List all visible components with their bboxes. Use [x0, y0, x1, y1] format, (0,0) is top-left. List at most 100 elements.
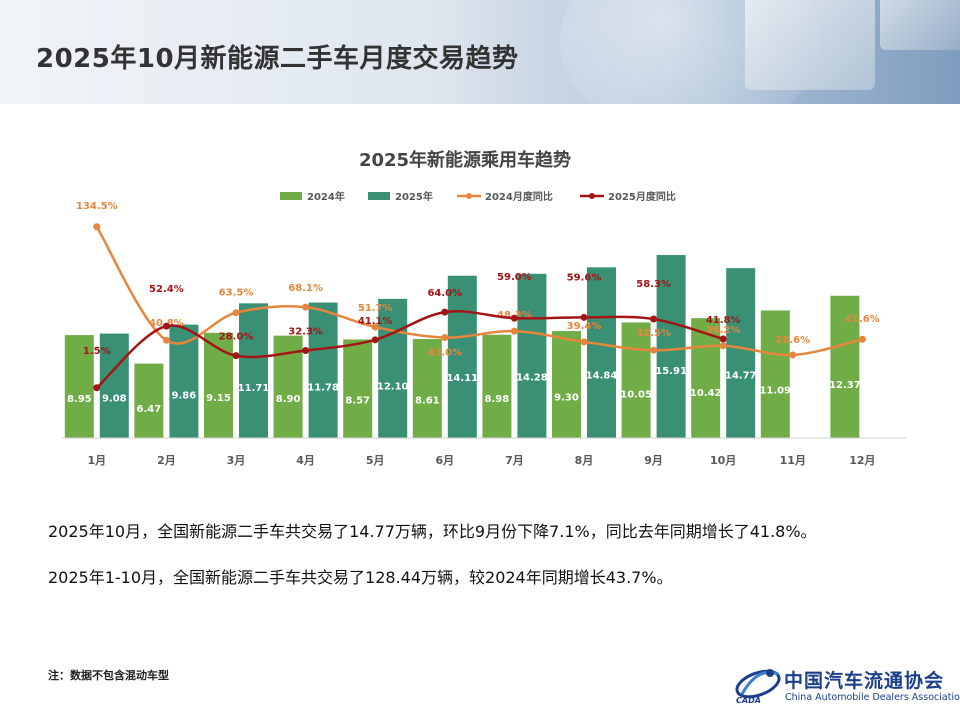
x-tick-label: 5月 [366, 454, 385, 467]
footnote: 注：数据不包含混动车型 [48, 669, 169, 682]
point-2024月度同比 [510, 327, 518, 335]
pct-label: 59.6% [567, 272, 602, 283]
point-2025月度同比 [510, 314, 518, 322]
yoy-lines: 134.5%40.8%63.5%68.1%51.7%43.0%48.3%39.4… [76, 201, 880, 392]
bar-value-label: 11.78 [307, 383, 339, 394]
x-tick-label: 9月 [644, 454, 663, 467]
x-tick-label: 4月 [296, 454, 315, 467]
legend-label: 2024年 [307, 190, 345, 203]
bar-2024年-9月 [621, 322, 651, 438]
point-2025月度同比 [580, 313, 588, 321]
pct-label: 28.6% [775, 335, 810, 346]
pct-label: 32.5% [636, 328, 671, 339]
legend-swatch [368, 192, 390, 200]
bar-value-label: 8.61 [415, 395, 440, 406]
bar-2024年-1月 [64, 335, 94, 438]
line-2025月度同比 [95, 310, 724, 389]
summary-line-2: 2025年1-10月，全国新能源二手车共交易了128.44万辆，较2024年同期… [48, 568, 673, 587]
pct-label: 58.3% [636, 279, 671, 290]
bar-2024年-6月 [412, 338, 442, 438]
x-axis-tick-labels: 1月 2月 3月 4月 5月 6月 7月 8月 9月 10月 11月 12月 [87, 454, 875, 467]
pct-label: 32.3% [288, 326, 323, 337]
legend-label: 2025年 [395, 190, 433, 203]
x-tick-label: 3月 [227, 454, 246, 467]
pct-label: 28.0% [219, 332, 254, 343]
cada-emblem-icon [735, 669, 781, 699]
bar-2025年-5月 [378, 298, 408, 438]
bar-2024年-11月 [760, 310, 790, 438]
bar-value-label: 14.28 [516, 373, 548, 384]
bar-value-label: 9.30 [554, 393, 579, 404]
bar-2025年-3月 [239, 303, 268, 438]
pct-label: 68.1% [288, 283, 323, 294]
bar-2024年-7月 [482, 334, 512, 438]
chart-area: 2025年新能源乘用车趋势 2024年 2025年 2024月度同比 2025月度同比… [62, 149, 906, 467]
legend-label: 2024月度同比 [485, 190, 553, 203]
pct-label: 39.4% [567, 321, 602, 332]
point-2024月度同比 [93, 223, 101, 231]
point-2025月度同比 [371, 336, 379, 344]
point-2024月度同比 [789, 351, 797, 359]
header-banner: 2025年10月新能源二手车月度交易趋势 [0, 0, 960, 104]
x-tick-label: 11月 [780, 454, 806, 467]
x-tick-label: 10月 [710, 454, 736, 467]
bar-2025年-8月 [587, 267, 616, 438]
pct-label: 41.1% [358, 316, 393, 327]
bar-2025年-4月 [308, 302, 338, 438]
cada-logo: CADA 中国汽车流通协会 China Automobile Dealers A… [732, 662, 960, 710]
legend-label: 2025月度同比 [608, 190, 676, 203]
x-tick-label: 1月 [87, 454, 106, 467]
logo-name: 中国汽车流通协会 [784, 670, 945, 692]
bar-value-label: 14.84 [586, 370, 618, 381]
pct-label: 41.6% [845, 314, 880, 325]
pct-label: 43.0% [427, 348, 462, 359]
bar-value-label: 10.05 [620, 390, 652, 401]
bar-2025年-1月 [99, 333, 129, 438]
pct-label: 64.0% [427, 288, 462, 299]
bar-value-label: 9.15 [206, 393, 231, 404]
bar-value-label: 9.86 [172, 390, 197, 401]
bar-value-label: 15.91 [655, 366, 687, 377]
bar-value-label: 8.95 [67, 394, 92, 405]
pct-label: 36.2% [706, 325, 741, 336]
bar-value-label: 14.11 [446, 373, 478, 384]
point-2024月度同比 [580, 338, 588, 346]
bar-value-label: 14.77 [725, 371, 757, 382]
bar-2025年-10月 [726, 268, 756, 438]
point-2024月度同比 [162, 336, 170, 344]
x-tick-label: 6月 [435, 454, 454, 467]
point-2025月度同比 [719, 335, 727, 343]
bar-value-label: 10.42 [690, 388, 722, 399]
point-2024月度同比 [232, 309, 240, 317]
bar-2024年-2月 [134, 363, 164, 438]
banner-cube-decoration [745, 0, 875, 90]
x-tick-label: 2月 [157, 454, 176, 467]
legend-marker [589, 193, 595, 199]
bar-value-label: 8.57 [345, 396, 370, 407]
legend-swatch [280, 192, 302, 200]
logo-abbr: CADA [736, 696, 761, 705]
page-title: 2025年10月新能源二手车月度交易趋势 [36, 44, 519, 74]
point-2025月度同比 [232, 352, 240, 360]
bar-value-label: 11.09 [759, 385, 791, 396]
x-tick-label: 7月 [505, 454, 524, 467]
pct-label: 134.5% [76, 201, 118, 212]
x-tick-label: 8月 [575, 454, 594, 467]
bar-2024年-5月 [343, 339, 373, 438]
point-2024月度同比 [371, 323, 379, 331]
bar-2024年-3月 [204, 332, 233, 438]
bar-2025年-9月 [656, 255, 686, 438]
point-2024月度同比 [858, 335, 866, 343]
bar-value-label: 12.37 [829, 380, 861, 391]
bar-value-label: 11.71 [238, 383, 270, 394]
bar-value-label: 12.10 [377, 381, 409, 392]
bar-2025年-7月 [517, 273, 547, 438]
point-2025月度同比 [93, 384, 101, 392]
series-2025-bars: 9.08 9.86 11.71 11.78 12.10 14.11 14.28 14.84 15… [99, 255, 757, 438]
point-2025月度同比 [302, 346, 310, 354]
pct-label: 52.4% [149, 284, 184, 295]
bar-2024年-8月 [552, 331, 581, 438]
bar-value-label: 8.98 [485, 394, 510, 405]
point-2024月度同比 [719, 342, 727, 350]
legend-marker [466, 193, 472, 199]
